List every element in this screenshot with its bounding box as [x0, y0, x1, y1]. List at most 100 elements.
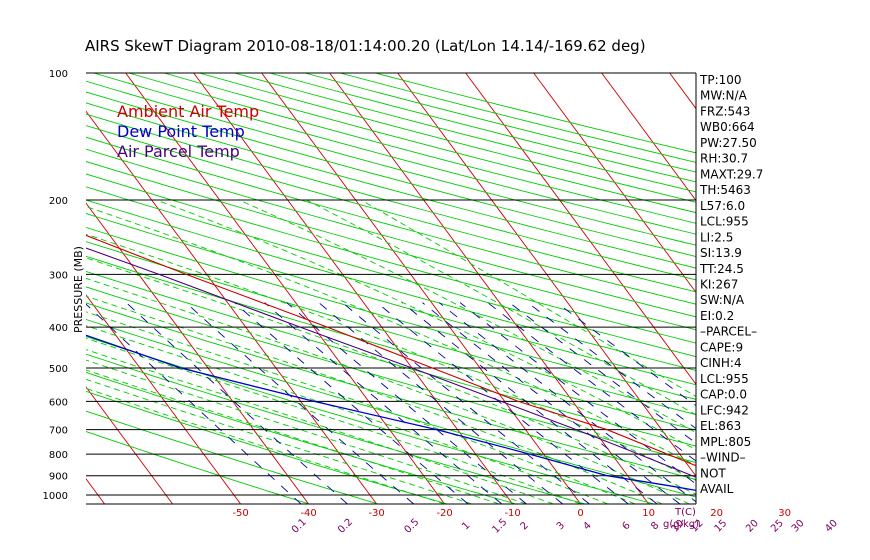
mixing-ratio-tick-label: 8 [649, 520, 661, 532]
dry-adiabat-line [86, 91, 696, 258]
moist-adiabat-line [86, 311, 636, 504]
stat-label: NOT [700, 466, 726, 480]
stat-label: –PARCEL– [700, 325, 757, 339]
dew-point-line [86, 334, 696, 492]
stat-label: CAPE:9 [700, 340, 743, 354]
dry-adiabat-line [86, 241, 696, 416]
stat-label: LFC:942 [700, 403, 749, 417]
isotherm-line [261, 73, 581, 504]
pressure-tick-label: 500 [49, 364, 68, 375]
mixing-ratio-tick-label: 1.5 [491, 517, 510, 536]
bottom-temp-tick-label: 20 [710, 508, 723, 519]
moist-adiabat-line [156, 199, 696, 451]
dry-adiabat-line [86, 302, 696, 480]
mixing-ratio-line [376, 302, 629, 504]
stat-label: FRZ:543 [700, 104, 750, 118]
isotherm-line [86, 478, 105, 504]
dry-adiabat-line [86, 335, 655, 504]
mixing-ratio-line [86, 303, 302, 504]
dry-adiabat-line [86, 213, 696, 386]
moist-adiabat-line [86, 206, 696, 467]
dry-adiabat-line [304, 73, 696, 173]
bottom-temp-tick-label: -50 [232, 508, 248, 519]
dry-adiabat-line [86, 148, 696, 318]
dry-adiabat-line [234, 73, 696, 193]
mixing-ratio-tick-label: 40 [823, 518, 840, 535]
stat-label: PW:27.50 [700, 136, 757, 150]
dry-adiabat-line [86, 286, 696, 463]
pressure-tick-label: 600 [49, 397, 68, 408]
moist-adiabat-line [86, 233, 696, 482]
legend-entry: Air Parcel Temp [117, 142, 240, 161]
mixing-ratio-tick-label: 3 [555, 520, 567, 532]
dry-adiabat-line [375, 73, 696, 154]
stat-label: LI:2.5 [700, 230, 733, 244]
isotherm-line [0, 73, 37, 504]
bottom-temp-tick-label: -20 [436, 508, 452, 519]
dry-adiabat-line [86, 410, 379, 504]
isotherm-line [601, 73, 696, 202]
dry-adiabat-line [86, 125, 696, 293]
mixing-ratio-tick-label: 25 [769, 518, 786, 535]
ambient-temp-line [86, 234, 696, 467]
stat-label: LCL:955 [700, 215, 749, 229]
air-parcel-line [86, 247, 696, 478]
stat-label: TP:100 [699, 73, 742, 87]
bottom-temp-tick-label: 30 [778, 508, 791, 519]
moist-adiabat-line [239, 199, 696, 434]
dry-adiabat-line [86, 390, 448, 504]
stat-label: EL:863 [700, 419, 741, 433]
mixing-ratio-unit-label: g(g/kg) [663, 519, 699, 530]
mixing-ratio-line [234, 302, 469, 504]
stat-label: SI:13.9 [700, 246, 742, 260]
moist-adiabat-line [86, 378, 472, 504]
mixing-ratio-line [402, 302, 658, 504]
mixing-ratio-tick-label: 30 [790, 518, 807, 535]
dry-adiabat-line [86, 199, 696, 371]
isotherm-line [86, 294, 241, 504]
legend-entry: Dew Point Temp [117, 122, 245, 141]
bottom-temp-tick-label: 10 [642, 508, 655, 519]
stat-label: TH:5463 [699, 183, 751, 197]
stat-label: –WIND– [700, 451, 746, 465]
dry-adiabat-line [86, 102, 696, 269]
mixing-ratio-tick-label: 4 [581, 520, 593, 532]
moist-adiabat-line [86, 387, 445, 504]
stat-label: LCL:955 [700, 372, 749, 386]
pressure-tick-label: 1000 [43, 491, 68, 502]
moist-adiabat-line [86, 369, 500, 504]
chart-title: AIRS SkewT Diagram 2010-08-18/01:14:00.2… [85, 37, 646, 55]
sounding-profiles [86, 234, 696, 492]
pressure-tick-label: 900 [49, 472, 68, 483]
mixing-ratio-line [342, 302, 590, 504]
pressure-tick-label: 300 [49, 270, 68, 281]
isobar-lines [86, 72, 697, 505]
mixing-ratio-axis: 0.1 0.2 0.5 1 1.5 2 3 4 6 8 10 12 15 20 25 30 40 [290, 517, 840, 536]
stat-label: CAP:0.0 [700, 388, 747, 402]
moist-adiabat-line [86, 257, 696, 495]
pressure-tick-label: 700 [49, 426, 68, 437]
stat-label: SW:N/A [700, 293, 745, 307]
stat-label: L57:6.0 [700, 199, 745, 213]
moist-adiabat-line [86, 277, 690, 504]
mixing-ratio-tick-label: 0.1 [290, 517, 309, 536]
isotherm-line [86, 386, 173, 504]
mixing-ratio-line [422, 302, 681, 504]
mixing-ratio-tick-label: 20 [744, 518, 761, 535]
isotherm-line [465, 73, 696, 385]
pressure-tick-label: 200 [49, 196, 68, 207]
mixing-ratio-tick-label: 0.2 [336, 517, 355, 536]
dry-adiabat-line [86, 173, 696, 344]
isotherm-line [533, 73, 696, 294]
isotherm-line [193, 73, 513, 504]
dry-adiabat-line [86, 353, 586, 504]
bottom-temperature-axis: -50 -40 -30 -20 -10 0 10 20 30 [232, 508, 791, 519]
mixing-ratio-line [459, 302, 696, 485]
stat-label: CINH:4 [700, 356, 742, 370]
mixing-ratio-line [527, 302, 696, 430]
pressure-axis: 100 200 300 400 500 600 700 800 900 1000 [43, 69, 68, 502]
legend-entry: Ambient Air Temp [117, 102, 259, 121]
